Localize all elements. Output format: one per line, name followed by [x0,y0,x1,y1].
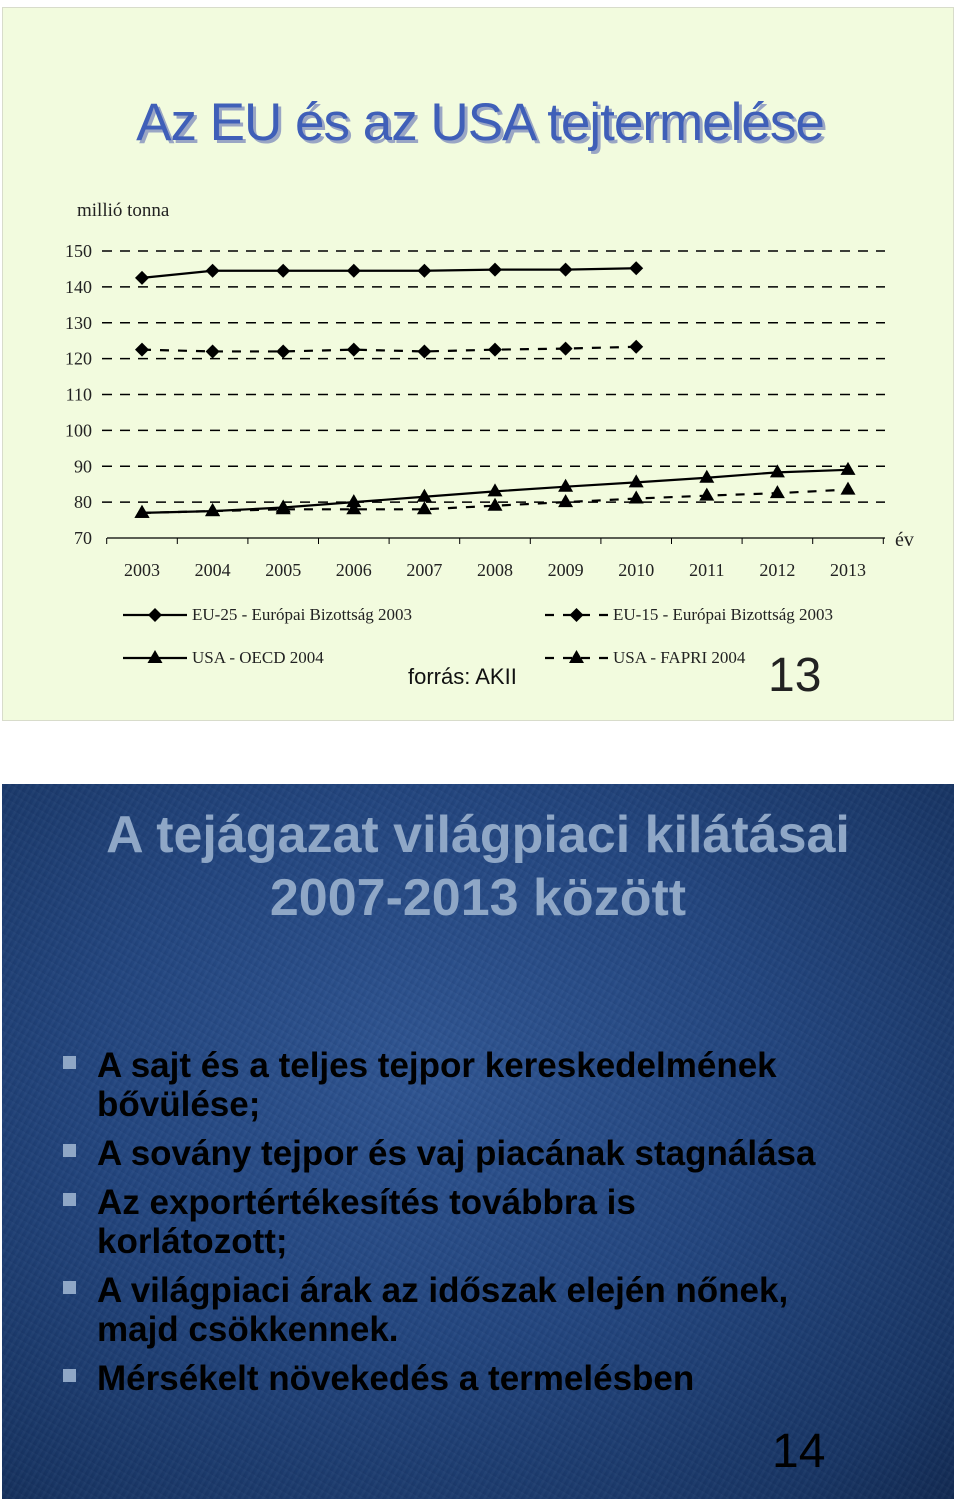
data-point-triangle [487,497,503,511]
y-tick-label: 140 [65,277,92,297]
x-tick-label: 2009 [548,560,584,580]
bullet-text-line: Az exportértékesítés továbbra is [97,1183,636,1222]
y-tick-label: 130 [65,313,92,333]
data-point-triangle [205,503,221,517]
x-tick-label: 2011 [689,560,724,580]
data-point-triangle [487,483,503,497]
bullet-text-line: A világpiaci árak az időszak elején nőne… [97,1271,789,1310]
series-line-0 [141,267,637,280]
milk-production-chart: 150 140 130 120 110 100 90 80 70 2003 2004 2005 2006… [65,241,885,663]
y-tick-label: 90 [74,456,92,476]
title-line-2: 2007-2013 között [269,869,687,927]
data-point-triangle [769,464,785,478]
data-point-diamond [346,342,361,357]
page-number-13: 13 [768,649,822,702]
legend-label-usa-fapri: USA - FAPRI 2004 [613,648,746,667]
x-tick-label: 2012 [759,560,795,580]
data-point-triangle [416,501,432,515]
legend-marker-icon [147,650,163,663]
bullet-square-icon [63,1281,76,1294]
data-point-triangle [699,469,715,483]
source-note: forrás: AKII [408,664,517,689]
data-point-triangle [558,478,574,492]
legend-marker-icon [569,608,584,622]
x-tick-label: 2006 [336,560,372,580]
bullet-text-line: A sovány tejpor és vaj piacának stagnálá… [97,1134,816,1173]
outlook-slide-title: A tejágazat világpiaci kilátásai 2007-20… [2,804,954,930]
bullet-square-icon [63,1369,76,1382]
bullet-square-icon [63,1144,76,1157]
legend-label-usa-oecd: USA - OECD 2004 [192,648,324,667]
page-number-14: 14 [772,1425,826,1478]
data-point-diamond [205,344,220,359]
data-point-diamond [558,341,573,356]
data-point-diamond [135,270,149,285]
bullet-square-icon [63,1056,76,1069]
x-tick-label: 2005 [265,560,301,580]
data-point-diamond [558,262,573,277]
y-tick-label: 70 [74,528,92,548]
y-tick-label: 100 [65,420,92,440]
data-point-triangle [346,501,362,515]
data-point-triangle [416,488,432,502]
data-point-triangle [840,461,856,475]
legend-marker-icon [569,650,584,663]
x-tick-label: 2003 [124,560,160,580]
data-point-diamond [488,342,502,357]
y-tick-label: 110 [66,385,92,405]
slide-14: A tejágazat világpiaci kilátásai 2007-20… [2,784,954,1499]
bullet-item: Az exportértékesítés továbbra is korláto… [60,1183,930,1261]
bullet-text-line: majd csökkennek. [97,1310,399,1349]
data-point-diamond [417,263,432,278]
bullet-text-line: korlátozott; [97,1222,288,1261]
data-point-triangle [134,504,150,518]
data-point-diamond [488,262,502,277]
x-tick-label: 2010 [618,560,654,580]
bullet-text-line: bővülése; [97,1085,261,1124]
legend-label-eu15: EU-15 - Európai Bizottság 2003 [613,605,834,624]
x-axis-title: év [895,529,914,551]
data-point-diamond [276,344,291,359]
data-point-diamond [629,261,644,276]
x-tick-label: 2004 [195,560,231,580]
bullet-text-line: A sajt és a teljes tejpor kereskedelméne… [97,1046,777,1085]
y-tick-label: 150 [65,241,92,261]
data-point-triangle [346,494,362,508]
legend-marker-icon [148,608,162,622]
bullet-item: A világpiaci árak az időszak elején nőne… [60,1271,930,1349]
bullet-list: A sajt és a teljes tejpor kereskedelméne… [60,1046,930,1408]
title-line-1: A tejágazat világpiaci kilátásai [106,806,850,864]
slide-13 [2,7,954,721]
data-point-triangle [769,485,785,499]
bullet-item: A sovány tejpor és vaj piacának stagnálá… [60,1134,930,1173]
bullet-text-line: Mérsékelt növekedés a termelésben [97,1359,695,1398]
y-axis-title: millió tonna [77,200,170,221]
chart-slide-title: Az EU és az USA tejtermelése [136,93,825,152]
data-point-diamond [629,339,644,354]
bullet-item: Mérsékelt növekedés a termelésben [60,1359,930,1398]
data-point-triangle [699,487,715,501]
bullet-square-icon [63,1193,76,1206]
y-tick-label: 120 [65,349,92,369]
legend-label-eu25: EU-25 - Európai Bizottság 2003 [192,605,413,624]
data-point-diamond [346,263,361,278]
data-point-diamond [417,344,432,359]
data-point-triangle [628,474,644,488]
data-point-diamond [135,342,149,357]
data-point-triangle [558,494,574,508]
data-point-triangle [275,501,291,515]
x-tick-label: 2013 [830,560,866,580]
data-point-triangle [840,481,856,495]
data-point-diamond [205,263,220,278]
bullet-item: A sajt és a teljes tejpor kereskedelméne… [60,1046,930,1124]
data-point-triangle [628,490,644,504]
x-tick-label: 2007 [406,560,442,580]
data-point-diamond [276,263,291,278]
x-tick-label: 2008 [477,560,513,580]
y-tick-label: 80 [74,492,92,512]
